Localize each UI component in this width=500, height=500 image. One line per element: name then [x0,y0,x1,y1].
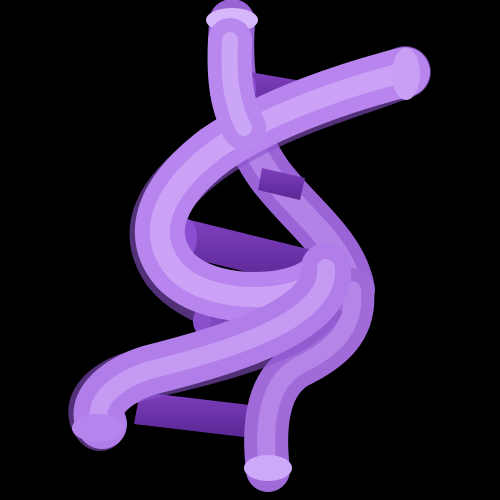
back-strand-overlap [207,18,266,150]
back-strand-lower [244,268,375,492]
strand-cap-bottom [244,455,292,481]
front-strand-cap-top [392,48,420,100]
front-strand-cap-bottom [72,414,124,442]
rung-5 [134,392,258,438]
rung-2 [258,168,305,200]
